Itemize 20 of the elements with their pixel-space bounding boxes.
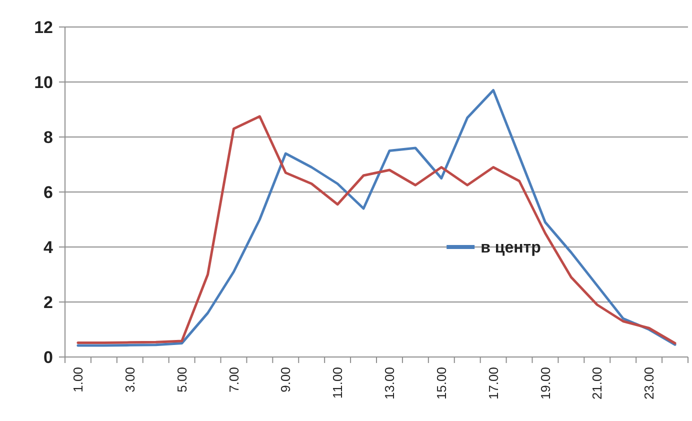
y-tick-label: 8 (44, 128, 53, 147)
y-tick-label: 10 (34, 72, 53, 92)
x-tick-label: 1.00 (70, 367, 86, 392)
x-tick-label: 17.00 (486, 367, 501, 400)
y-tick-label: 12 (34, 18, 53, 37)
y-tick-label: 6 (44, 182, 53, 202)
y-tick-label: 0 (44, 348, 53, 367)
x-tick-label: 9.00 (278, 367, 294, 392)
x-tick-label: 23.00 (642, 367, 657, 400)
x-tick-label: 3.00 (122, 367, 138, 392)
y-tick-label: 4 (44, 238, 54, 257)
x-tick-label: 11.00 (330, 367, 346, 399)
x-tick-label: 21.00 (590, 367, 605, 400)
x-tick-label: 19.00 (538, 367, 553, 400)
x-tick-label: 13.00 (382, 367, 398, 400)
y-tick-label: 2 (44, 292, 53, 312)
x-tick-label: 7.00 (226, 367, 242, 392)
x-tick-label: 5.00 (174, 367, 190, 392)
x-tick-label: 15.00 (434, 367, 449, 400)
legend-label: в центр (480, 240, 542, 257)
